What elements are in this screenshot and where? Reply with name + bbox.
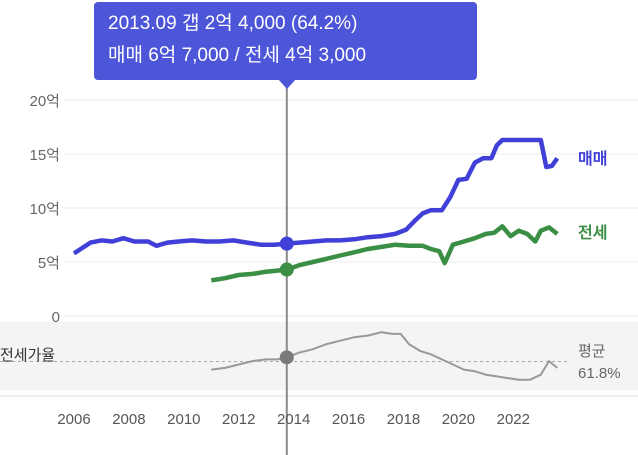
x-tick-label-2016: 2016 xyxy=(332,411,365,428)
tooltip-line-prices: 매매 6억 7,000 / 전세 4억 3,000 xyxy=(108,45,367,66)
y-tick-label-15: 15억 xyxy=(30,147,61,164)
tooltip-arrow xyxy=(278,79,296,89)
y-tick-label-20: 20억 xyxy=(30,93,61,110)
highlight-point-ratio[interactable] xyxy=(279,350,294,365)
highlight-point-sale[interactable] xyxy=(279,236,294,251)
series-line-sale xyxy=(72,137,560,256)
ratio-panel-background xyxy=(0,322,638,390)
y-tick-label-10: 10억 xyxy=(30,201,61,218)
highlight-point-jeonse[interactable] xyxy=(279,262,294,277)
x-tick-label-2020: 2020 xyxy=(442,411,475,428)
series-line-ratio xyxy=(211,331,558,381)
y-tick-label-5: 5억 xyxy=(38,255,60,272)
x-axis-ticks: 2006 2008 2010 2012 2014 2016 2018 2020 2022 xyxy=(57,411,530,428)
x-tick-label-2006: 2006 xyxy=(57,411,90,428)
ratio-average-value: 61.8% xyxy=(578,365,621,382)
x-tick-label-2022: 2022 xyxy=(497,411,530,428)
x-tick-label-2010: 2010 xyxy=(167,411,200,428)
ratio-axis-label: 전세가율 xyxy=(0,347,55,364)
series-label-sale: 매매 xyxy=(578,150,607,168)
x-tick-label-2014: 2014 xyxy=(277,411,310,428)
x-tick-label-2008: 2008 xyxy=(112,411,145,428)
series-label-jeonse: 전세 xyxy=(578,224,607,242)
y-tick-label-0: 0 xyxy=(52,309,60,326)
x-tick-label-2012: 2012 xyxy=(222,411,255,428)
ratio-average-label: 평균 xyxy=(578,343,606,360)
hover-tooltip: 2013.09 갭 2억 4,000 (64.2%) 매매 6억 7,000 /… xyxy=(94,2,477,80)
x-tick-label-2018: 2018 xyxy=(387,411,420,428)
tooltip-line-gap: 2013.09 갭 2억 4,000 (64.2%) xyxy=(108,13,358,34)
